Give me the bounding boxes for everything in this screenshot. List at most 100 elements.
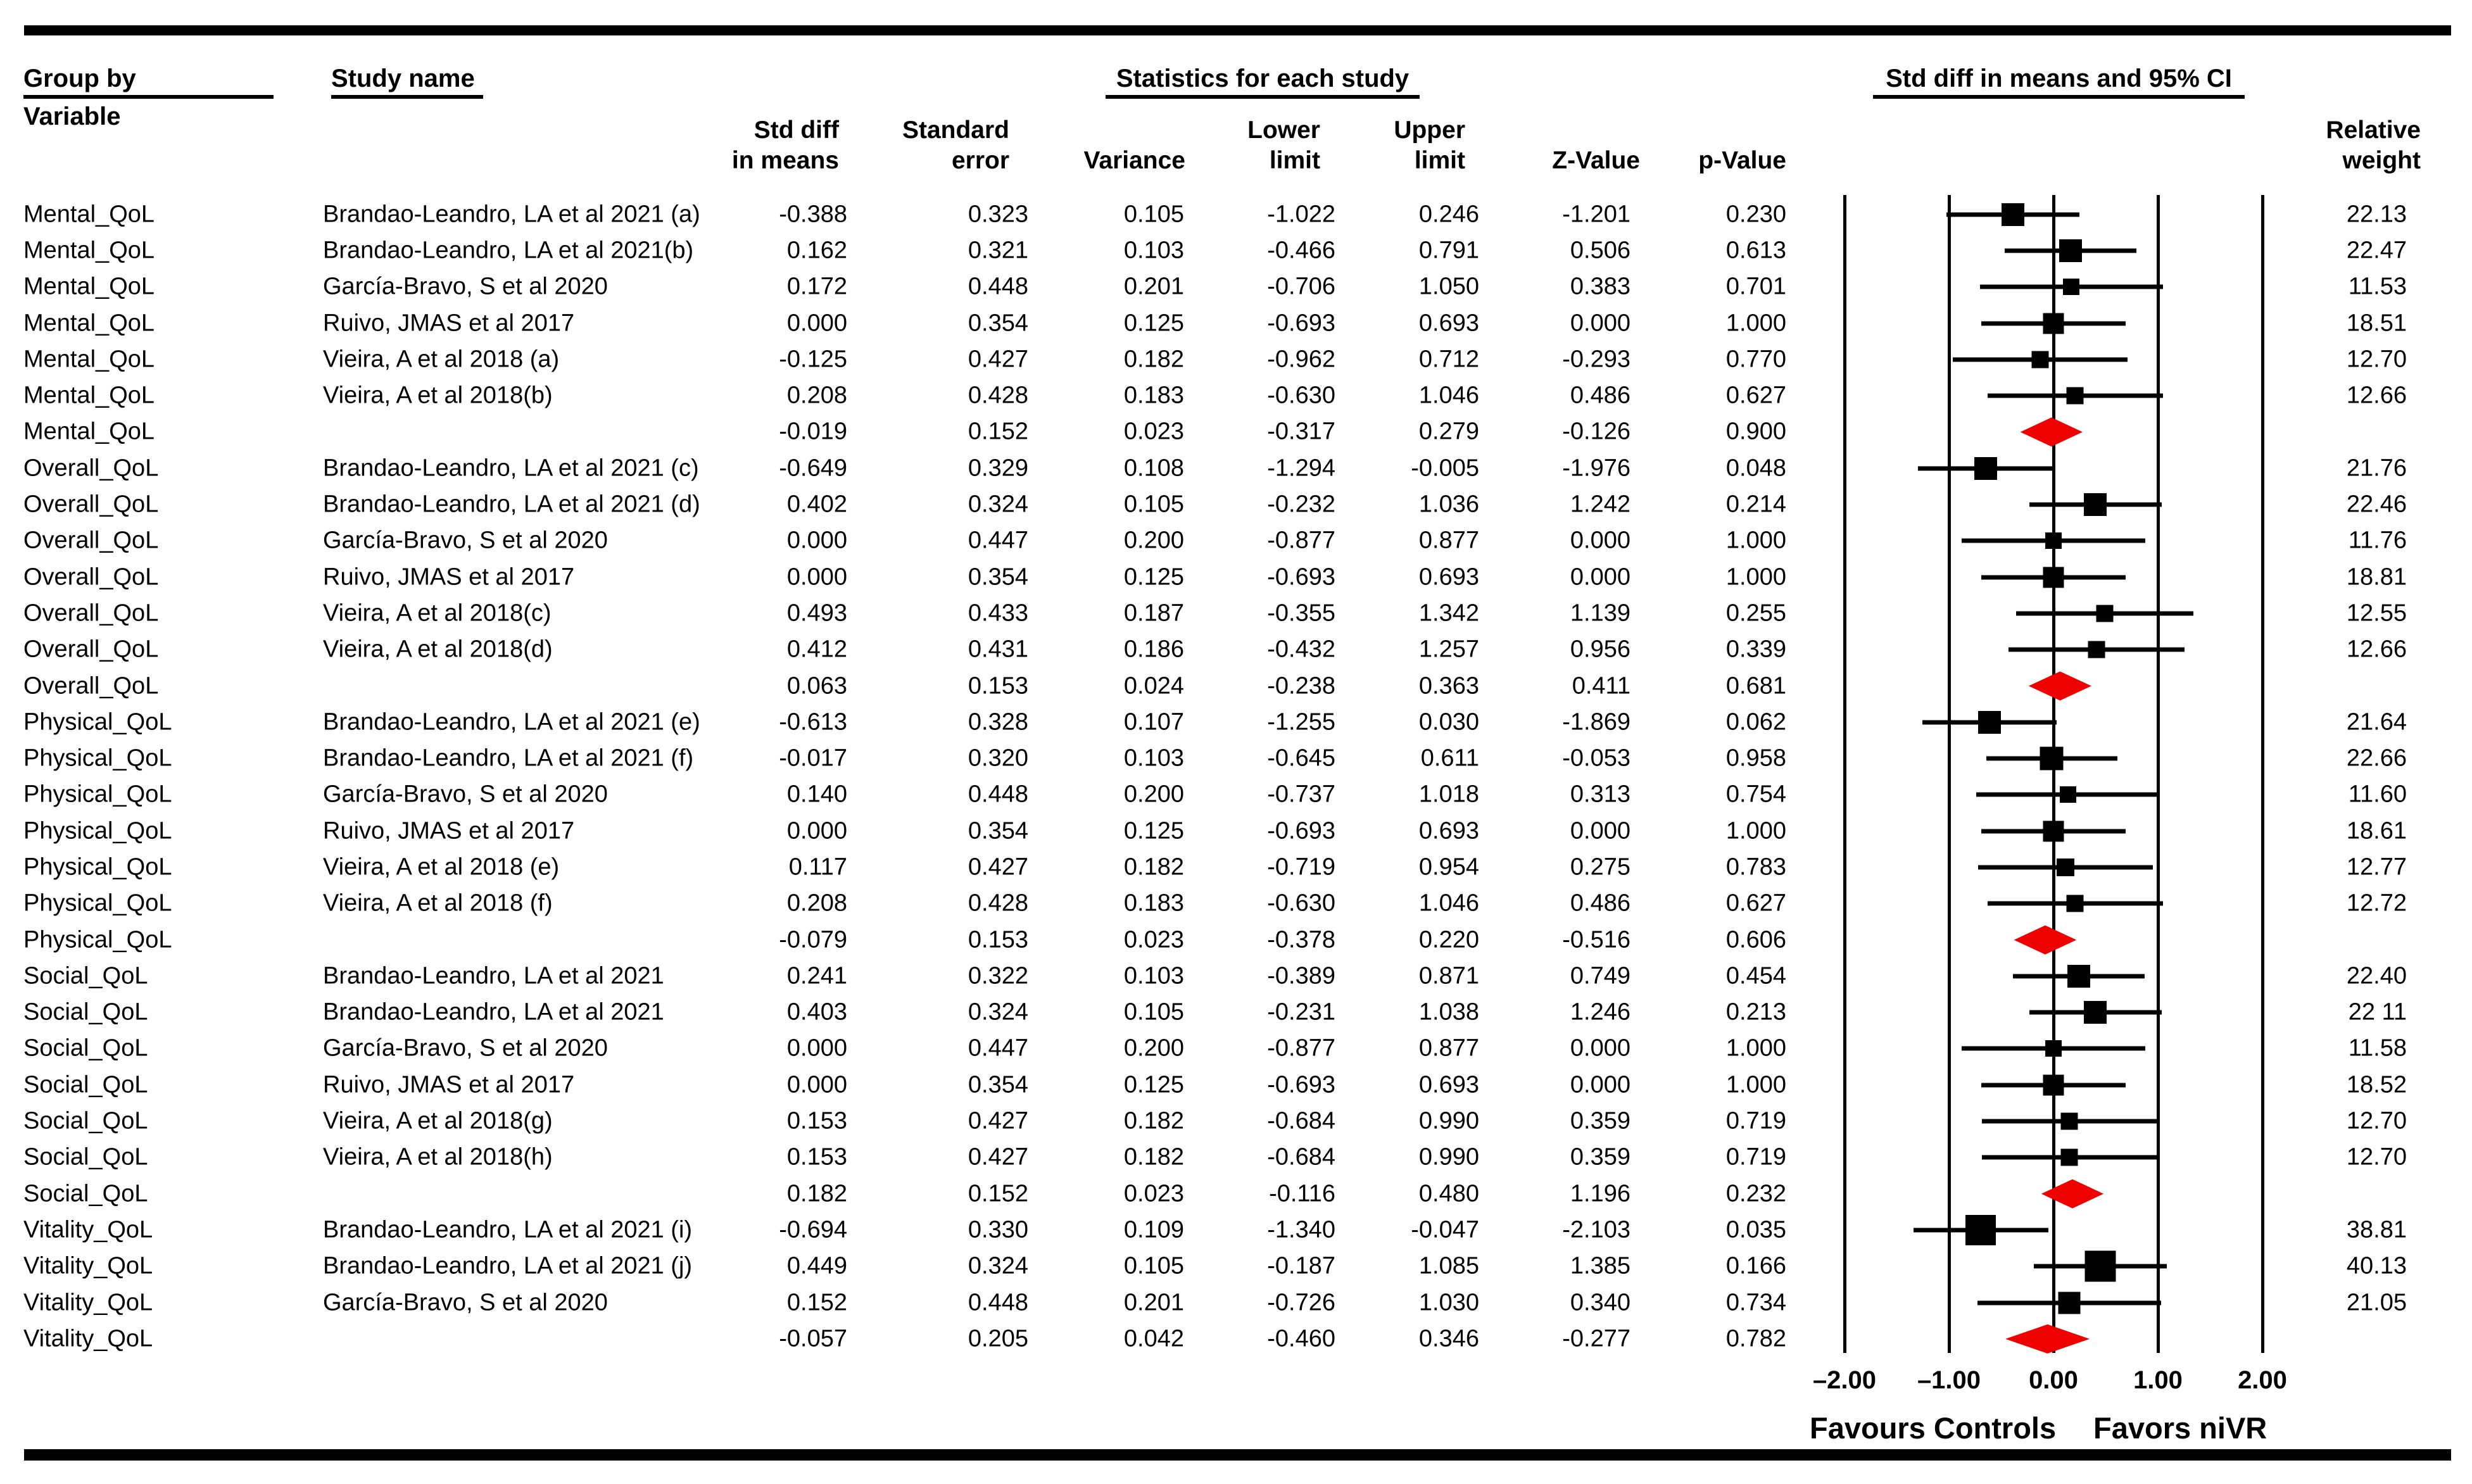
standard-error-value: 0.354 — [968, 563, 1028, 591]
z-value: 0.000 — [1570, 1071, 1630, 1098]
upper-limit-value: 1.036 — [1418, 491, 1479, 518]
upper-limit-value: 0.693 — [1418, 817, 1479, 845]
relative-weight-value: 22.66 — [2346, 745, 2407, 772]
point-estimate-square — [2001, 203, 2024, 226]
point-estimate-square — [1965, 1214, 1996, 1245]
group-label: Overall_QoL — [23, 455, 159, 482]
z-value: 0.359 — [1570, 1143, 1630, 1171]
group-label: Mental_QoL — [23, 418, 155, 445]
standard-error-value: 0.324 — [968, 491, 1028, 518]
upper-limit-value: 0.693 — [1418, 1071, 1479, 1098]
lower-limit-value: -0.432 — [1267, 636, 1335, 663]
point-estimate-square — [2088, 641, 2105, 658]
table-row: Social_QoL Brandao-Leandro, LA et al 202… — [0, 995, 2472, 1031]
plot-gridlines — [0, 195, 2472, 1353]
relative-weight-value: 21.05 — [2346, 1289, 2407, 1316]
standard-error-value: 0.427 — [968, 1143, 1028, 1171]
standard-error-value: 0.323 — [968, 201, 1028, 228]
study-name: Vieira, A et al 2018 (a) — [323, 346, 560, 373]
variance-value: 0.182 — [1123, 346, 1184, 373]
variance-value: 0.200 — [1123, 781, 1184, 808]
std-diff-value: -0.057 — [779, 1325, 847, 1352]
upper-limit-value: -0.047 — [1411, 1216, 1479, 1243]
p-value: 0.062 — [1725, 708, 1786, 736]
lower-limit-value: -0.877 — [1267, 1034, 1335, 1062]
relative-weight-value: 22.13 — [2346, 201, 2407, 228]
variance-value: 0.103 — [1123, 962, 1184, 990]
group-label: Vitality_QoL — [23, 1216, 153, 1243]
variance-value: 0.200 — [1123, 1034, 1184, 1062]
lower-limit-value: -0.389 — [1267, 962, 1335, 990]
point-estimate-square — [2043, 1074, 2064, 1096]
study-name: Brandao-Leandro, LA et al 2021(b) — [323, 237, 694, 264]
std-diff-value: 0.000 — [786, 1034, 847, 1062]
table-row: Vitality_QoL Brandao-Leandro, LA et al 2… — [0, 1212, 2472, 1248]
lower-limit-value: -0.630 — [1267, 890, 1335, 917]
upper-limit-value: 0.877 — [1418, 527, 1479, 554]
upper-limit-value: 1.046 — [1418, 890, 1479, 917]
point-estimate-square — [2043, 821, 2064, 842]
upper-limit-value: 0.346 — [1418, 1325, 1479, 1352]
standard-error-value: 0.324 — [968, 1252, 1028, 1280]
point-estimate-square — [2057, 858, 2075, 876]
upper-limit-value: 1.257 — [1418, 636, 1479, 663]
lower-limit-value: -0.232 — [1267, 491, 1335, 518]
point-estimate-square — [2060, 1112, 2078, 1130]
upper-limit-value: 0.363 — [1418, 672, 1479, 699]
p-value: 0.232 — [1725, 1180, 1786, 1207]
z-value: 0.313 — [1570, 781, 1630, 808]
variance-value: 0.105 — [1123, 491, 1184, 518]
relative-weight-value: 18.61 — [2346, 817, 2407, 845]
upper-limit-value: 0.990 — [1418, 1107, 1479, 1135]
standard-error-value: 0.448 — [968, 1289, 1028, 1316]
group-label: Physical_QoL — [23, 745, 172, 772]
table-row: Physical_QoL Brandao-Leandro, LA et al 2… — [0, 740, 2472, 776]
lower-limit-value: -0.693 — [1267, 817, 1335, 845]
upper-limit-value: 0.990 — [1418, 1143, 1479, 1171]
z-value: 0.340 — [1570, 1289, 1630, 1316]
lower-limit-value: -0.693 — [1267, 563, 1335, 591]
col-standard-error-header: Standard error — [902, 116, 1009, 174]
table-row: Physical_QoL Brandao-Leandro, LA et al 2… — [0, 704, 2472, 740]
lower-limit-value: -0.877 — [1267, 527, 1335, 554]
lower-limit-value: -0.630 — [1267, 382, 1335, 409]
relative-weight-value: 38.81 — [2346, 1216, 2407, 1243]
std-diff-value: -0.613 — [779, 708, 847, 736]
relative-weight-value: 21.76 — [2346, 455, 2407, 482]
study-name: Vieira, A et al 2018(d) — [323, 636, 553, 663]
upper-limit-value: 0.220 — [1418, 926, 1479, 953]
z-value: 0.000 — [1570, 817, 1630, 845]
variance-value: 0.023 — [1123, 1180, 1184, 1207]
col-relative-weight-header: Relative weight — [2326, 116, 2421, 174]
p-value: 0.734 — [1725, 1289, 1786, 1316]
lower-limit-value: -0.693 — [1267, 310, 1335, 337]
point-estimate-square — [2084, 493, 2107, 517]
group-label: Vitality_QoL — [23, 1325, 153, 1352]
variance-value: 0.125 — [1123, 563, 1184, 591]
table-row: Vitality_QoL -0.057 0.205 0.042 -0.460 0… — [0, 1321, 2472, 1357]
study-name-header: Study name — [331, 65, 483, 99]
std-diff-value: 0.152 — [786, 1289, 847, 1316]
axis-left-label: Favours Controls — [1810, 1411, 2057, 1445]
z-value: 0.956 — [1570, 636, 1630, 663]
group-label: Physical_QoL — [23, 853, 172, 881]
group-label: Physical_QoL — [23, 817, 172, 845]
upper-limit-value: 0.693 — [1418, 563, 1479, 591]
lower-limit-value: -0.187 — [1267, 1252, 1335, 1280]
relative-weight-value: 11.58 — [2348, 1034, 2407, 1062]
lower-limit-value: -0.962 — [1267, 346, 1335, 373]
group-label: Social_QoL — [23, 1143, 148, 1171]
standard-error-value: 0.322 — [968, 962, 1028, 990]
relative-weight-value: 22 11 — [2348, 998, 2407, 1026]
z-value: -2.103 — [1562, 1216, 1630, 1243]
table-row: Overall_QoL Vieira, A et al 2018(d) 0.41… — [0, 632, 2472, 668]
z-value: 1.196 — [1570, 1180, 1630, 1207]
p-value: 0.719 — [1725, 1107, 1786, 1135]
study-name: García-Bravo, S et al 2020 — [323, 1034, 608, 1062]
p-value: 0.681 — [1725, 672, 1786, 699]
std-diff-value: 0.449 — [786, 1252, 847, 1280]
axis-tick-label: –2.00 — [1812, 1366, 1877, 1394]
p-value: 0.048 — [1725, 455, 1786, 482]
variance-value: 0.105 — [1123, 998, 1184, 1026]
point-estimate-square — [2058, 1292, 2081, 1314]
